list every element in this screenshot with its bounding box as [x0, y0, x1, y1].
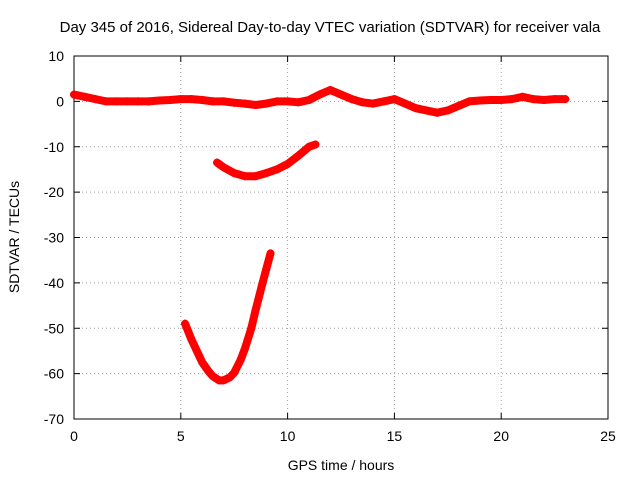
data-point: [465, 97, 474, 106]
data-point: [251, 101, 260, 110]
y-tick-label: 0: [56, 93, 64, 109]
data-point: [550, 95, 559, 104]
data-point: [144, 97, 153, 106]
data-point: [262, 169, 271, 178]
data-point: [176, 95, 185, 104]
y-tick-label: -10: [44, 139, 64, 155]
data-point: [262, 265, 271, 274]
x-tick-label: 10: [280, 428, 296, 444]
data-point: [240, 99, 249, 108]
data-point: [230, 368, 239, 377]
x-tick-label: 0: [70, 428, 78, 444]
data-point: [166, 96, 175, 105]
data-point: [497, 96, 506, 105]
data-point: [187, 335, 196, 344]
tick-layer: 0 5 10 15 20 25 10 0 -10 -20 -30 -40 -50 -60 -70: [44, 48, 616, 444]
data-point: [247, 324, 256, 333]
data-point: [283, 159, 292, 168]
data-point: [134, 97, 143, 106]
data-point: [187, 95, 196, 104]
data-point: [411, 104, 420, 113]
data-point: [102, 97, 111, 106]
data-point: [529, 95, 538, 104]
data-point: [272, 97, 281, 106]
data-point: [257, 281, 266, 290]
data-point: [251, 172, 260, 181]
data-point: [347, 95, 356, 104]
x-tick-label: 20: [493, 428, 509, 444]
data-point: [213, 158, 222, 167]
data-point: [433, 108, 442, 117]
data-point: [240, 344, 249, 353]
y-tick-label: -40: [44, 275, 64, 291]
data-point: [262, 99, 271, 108]
data-point: [561, 95, 570, 104]
data-point: [337, 90, 345, 99]
data-point: [219, 376, 228, 385]
data-point: [181, 319, 190, 328]
data-point: [422, 106, 431, 115]
data-point: [294, 98, 303, 107]
data-point: [219, 163, 228, 172]
data-point: [230, 98, 239, 107]
y-tick-label: -50: [44, 320, 64, 336]
data-point: [358, 98, 367, 107]
data-point: [193, 349, 202, 358]
data-point: [379, 97, 388, 106]
data-point: [198, 96, 207, 105]
x-tick-label: 25: [600, 428, 616, 444]
data-point: [486, 96, 495, 105]
y-tick-label: -20: [44, 184, 64, 200]
data-point: [198, 358, 207, 367]
data-point: [91, 95, 100, 104]
data-point: [240, 172, 249, 181]
data-point: [236, 356, 245, 365]
data-point: [208, 372, 217, 381]
data-point: [311, 140, 320, 149]
data-point: [315, 90, 324, 99]
x-tick-label: 15: [387, 428, 403, 444]
data-point: [326, 86, 335, 95]
x-tick-label: 5: [177, 428, 185, 444]
data-point: [208, 97, 217, 106]
data-point: [304, 96, 313, 105]
data-point: [80, 92, 89, 101]
data-point: [123, 97, 132, 106]
data-point: [475, 96, 484, 105]
data-point: [443, 106, 452, 115]
chart-title: Day 345 of 2016, Sidereal Day-to-day VTE…: [60, 19, 601, 36]
data-point: [112, 97, 121, 106]
data-point: [204, 367, 213, 376]
data-point: [304, 142, 313, 151]
grid-layer: [74, 56, 608, 419]
data-point: [369, 99, 378, 108]
data-point: [401, 99, 410, 108]
data-point: [155, 96, 164, 105]
data-point: [283, 97, 292, 106]
y-tick-label: -70: [44, 411, 64, 427]
series-layer: [70, 86, 570, 385]
data-point: [70, 90, 78, 99]
y-tick-label: -60: [44, 366, 64, 382]
data-point: [230, 169, 239, 178]
y-axis-label: SDTVAR / TECUs: [6, 181, 22, 293]
data-point: [507, 95, 516, 104]
y-tick-label: 10: [48, 48, 64, 64]
data-point: [539, 96, 548, 105]
data-point: [266, 249, 275, 258]
data-point: [225, 373, 234, 382]
series-arc-3-trace: [181, 249, 275, 385]
data-point: [518, 92, 527, 101]
data-point: [219, 97, 228, 106]
data-point: [251, 306, 260, 315]
data-point: [454, 101, 463, 110]
data-point: [390, 95, 399, 104]
data-point: [294, 151, 303, 160]
y-tick-label: -30: [44, 230, 64, 246]
x-axis-label: GPS time / hours: [288, 457, 395, 473]
data-point: [272, 165, 281, 174]
